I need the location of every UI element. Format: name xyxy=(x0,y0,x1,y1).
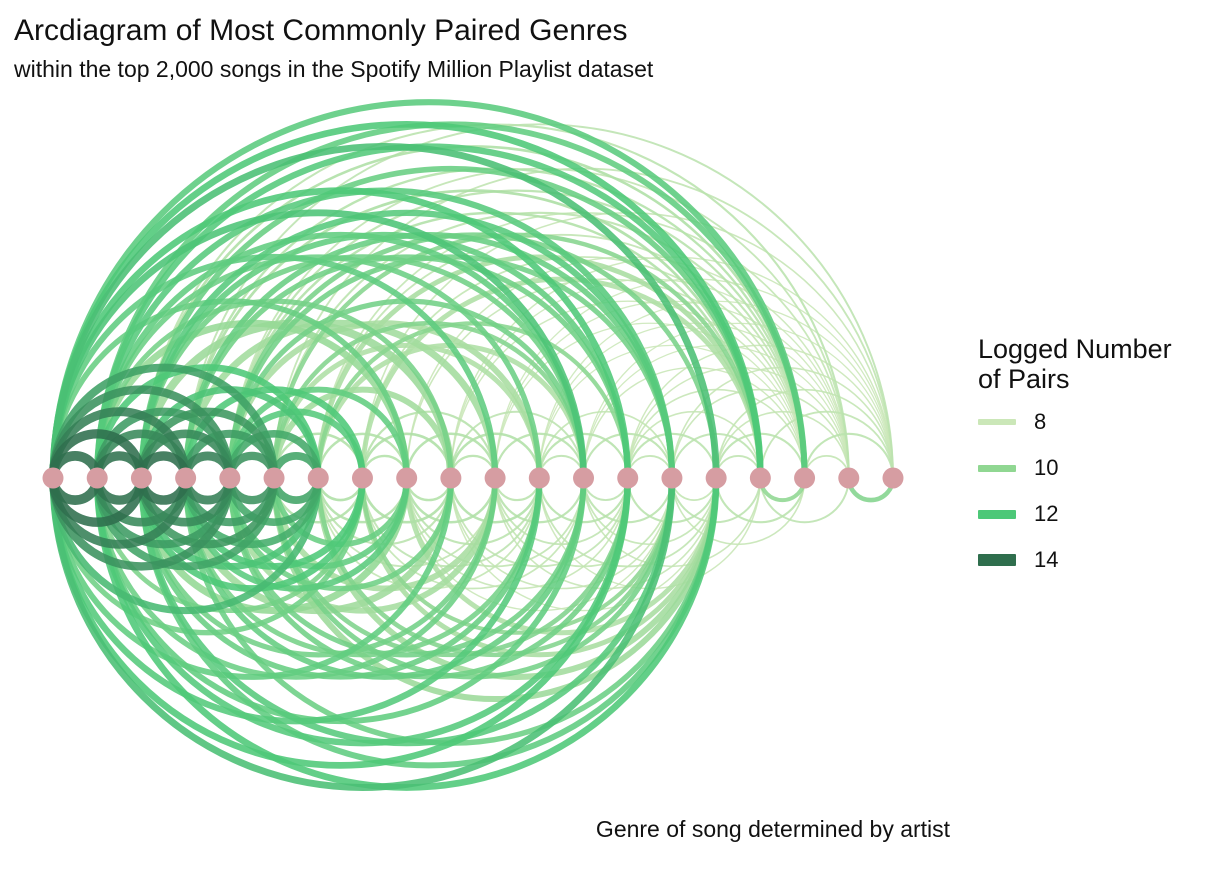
legend-title: Logged Number of Pairs xyxy=(978,334,1198,394)
arc-edge xyxy=(450,477,673,590)
arc-edge xyxy=(361,410,497,479)
arc-edge xyxy=(138,209,676,479)
arc-edge xyxy=(272,211,806,479)
arc-edge xyxy=(50,477,454,680)
arc-edge xyxy=(538,477,718,568)
arc-edge xyxy=(227,477,631,680)
arc-edge xyxy=(317,477,541,590)
arc-edge xyxy=(405,477,585,568)
genre-node xyxy=(484,467,506,489)
legend-item: 10 xyxy=(978,455,1198,481)
legend-key-line xyxy=(978,464,1016,472)
genre-node xyxy=(661,467,683,489)
legend-rows: 8 10 12 14 xyxy=(978,409,1198,573)
arc-edge xyxy=(317,234,806,479)
genre-node xyxy=(838,467,860,489)
legend-item: 14 xyxy=(978,547,1198,573)
arc-edge xyxy=(494,477,629,546)
arc-edge xyxy=(49,477,322,615)
arc-edge xyxy=(182,477,587,680)
arc-edge xyxy=(50,298,410,479)
arc-edge xyxy=(138,477,543,680)
arc-edge xyxy=(49,209,587,479)
arc-edge xyxy=(803,432,895,479)
arc-edge xyxy=(49,477,543,725)
arc-edge xyxy=(49,477,676,791)
x-axis-title: Genre of song determined by artist xyxy=(595,816,951,842)
arc-edge xyxy=(715,388,894,479)
genre-node xyxy=(42,467,64,489)
genre-node xyxy=(175,467,197,489)
chart-subtitle: within the top 2,000 songs in the Spotif… xyxy=(14,56,654,82)
genre-node xyxy=(528,467,550,489)
legend-key-line xyxy=(978,554,1016,567)
arc-edge xyxy=(227,232,719,479)
arc-edge xyxy=(538,344,806,479)
legend-item-label: 8 xyxy=(1034,409,1047,435)
legend-key-line xyxy=(978,419,1016,426)
arc-edge xyxy=(538,477,629,524)
genre-node xyxy=(219,467,241,489)
arc-edge xyxy=(494,477,673,568)
legend: Logged Number of Pairs 8 10 12 14 xyxy=(978,334,1198,594)
genre-node xyxy=(86,467,108,489)
arc-edge xyxy=(182,319,499,479)
arc-edge xyxy=(538,410,673,479)
arc-edge xyxy=(184,123,894,479)
arc-edge xyxy=(405,278,806,479)
genre-node xyxy=(705,467,727,489)
arc-edge xyxy=(494,322,806,479)
arc-edge xyxy=(493,477,585,524)
arc-edge xyxy=(759,410,894,479)
arc-edge xyxy=(449,432,541,479)
arc-edge xyxy=(449,410,585,479)
arc-edge xyxy=(361,477,585,590)
arc-edge xyxy=(626,432,718,479)
arc-edge xyxy=(49,143,720,479)
legend-item-label: 12 xyxy=(1034,501,1059,527)
genre-node xyxy=(396,467,418,489)
legend-title-line1: Logged Number xyxy=(978,334,1172,364)
arc-edge xyxy=(361,256,806,479)
arc-edge xyxy=(94,477,498,680)
arc-edge xyxy=(493,432,585,479)
genre-node xyxy=(130,467,152,489)
legend-title-line2: of Pairs xyxy=(978,364,1070,395)
legend-item-label: 14 xyxy=(1034,547,1059,573)
legend-item: 12 xyxy=(978,501,1198,527)
legend-item: 8 xyxy=(978,409,1198,435)
arc-edge xyxy=(49,254,499,479)
genre-node xyxy=(573,467,595,489)
genre-node xyxy=(882,467,904,489)
arc-edge xyxy=(449,477,541,524)
genre-node xyxy=(794,467,816,489)
legend-key-line xyxy=(978,509,1016,519)
arc-edge xyxy=(671,388,850,479)
arc-edge xyxy=(715,477,806,524)
arc-edge xyxy=(271,477,675,680)
chart-title: Arcdiagram of Most Commonly Paired Genre… xyxy=(14,14,628,47)
arc-edge xyxy=(138,477,676,747)
genre-node xyxy=(617,467,639,489)
genre-node xyxy=(351,467,373,489)
arc-edge xyxy=(582,477,718,546)
arc-edge xyxy=(449,477,629,568)
genre-node xyxy=(263,467,285,489)
arc-edge xyxy=(715,410,850,479)
genre-node xyxy=(749,467,771,489)
arc-edge xyxy=(759,477,850,524)
arc-edge xyxy=(671,477,806,546)
arc-edge xyxy=(405,477,629,590)
genre-node xyxy=(307,467,329,489)
genre-node xyxy=(440,467,462,489)
legend-item-label: 10 xyxy=(1034,455,1059,481)
arc-edge xyxy=(582,322,894,479)
arc-edge xyxy=(315,254,763,479)
arc-edge xyxy=(538,432,629,479)
